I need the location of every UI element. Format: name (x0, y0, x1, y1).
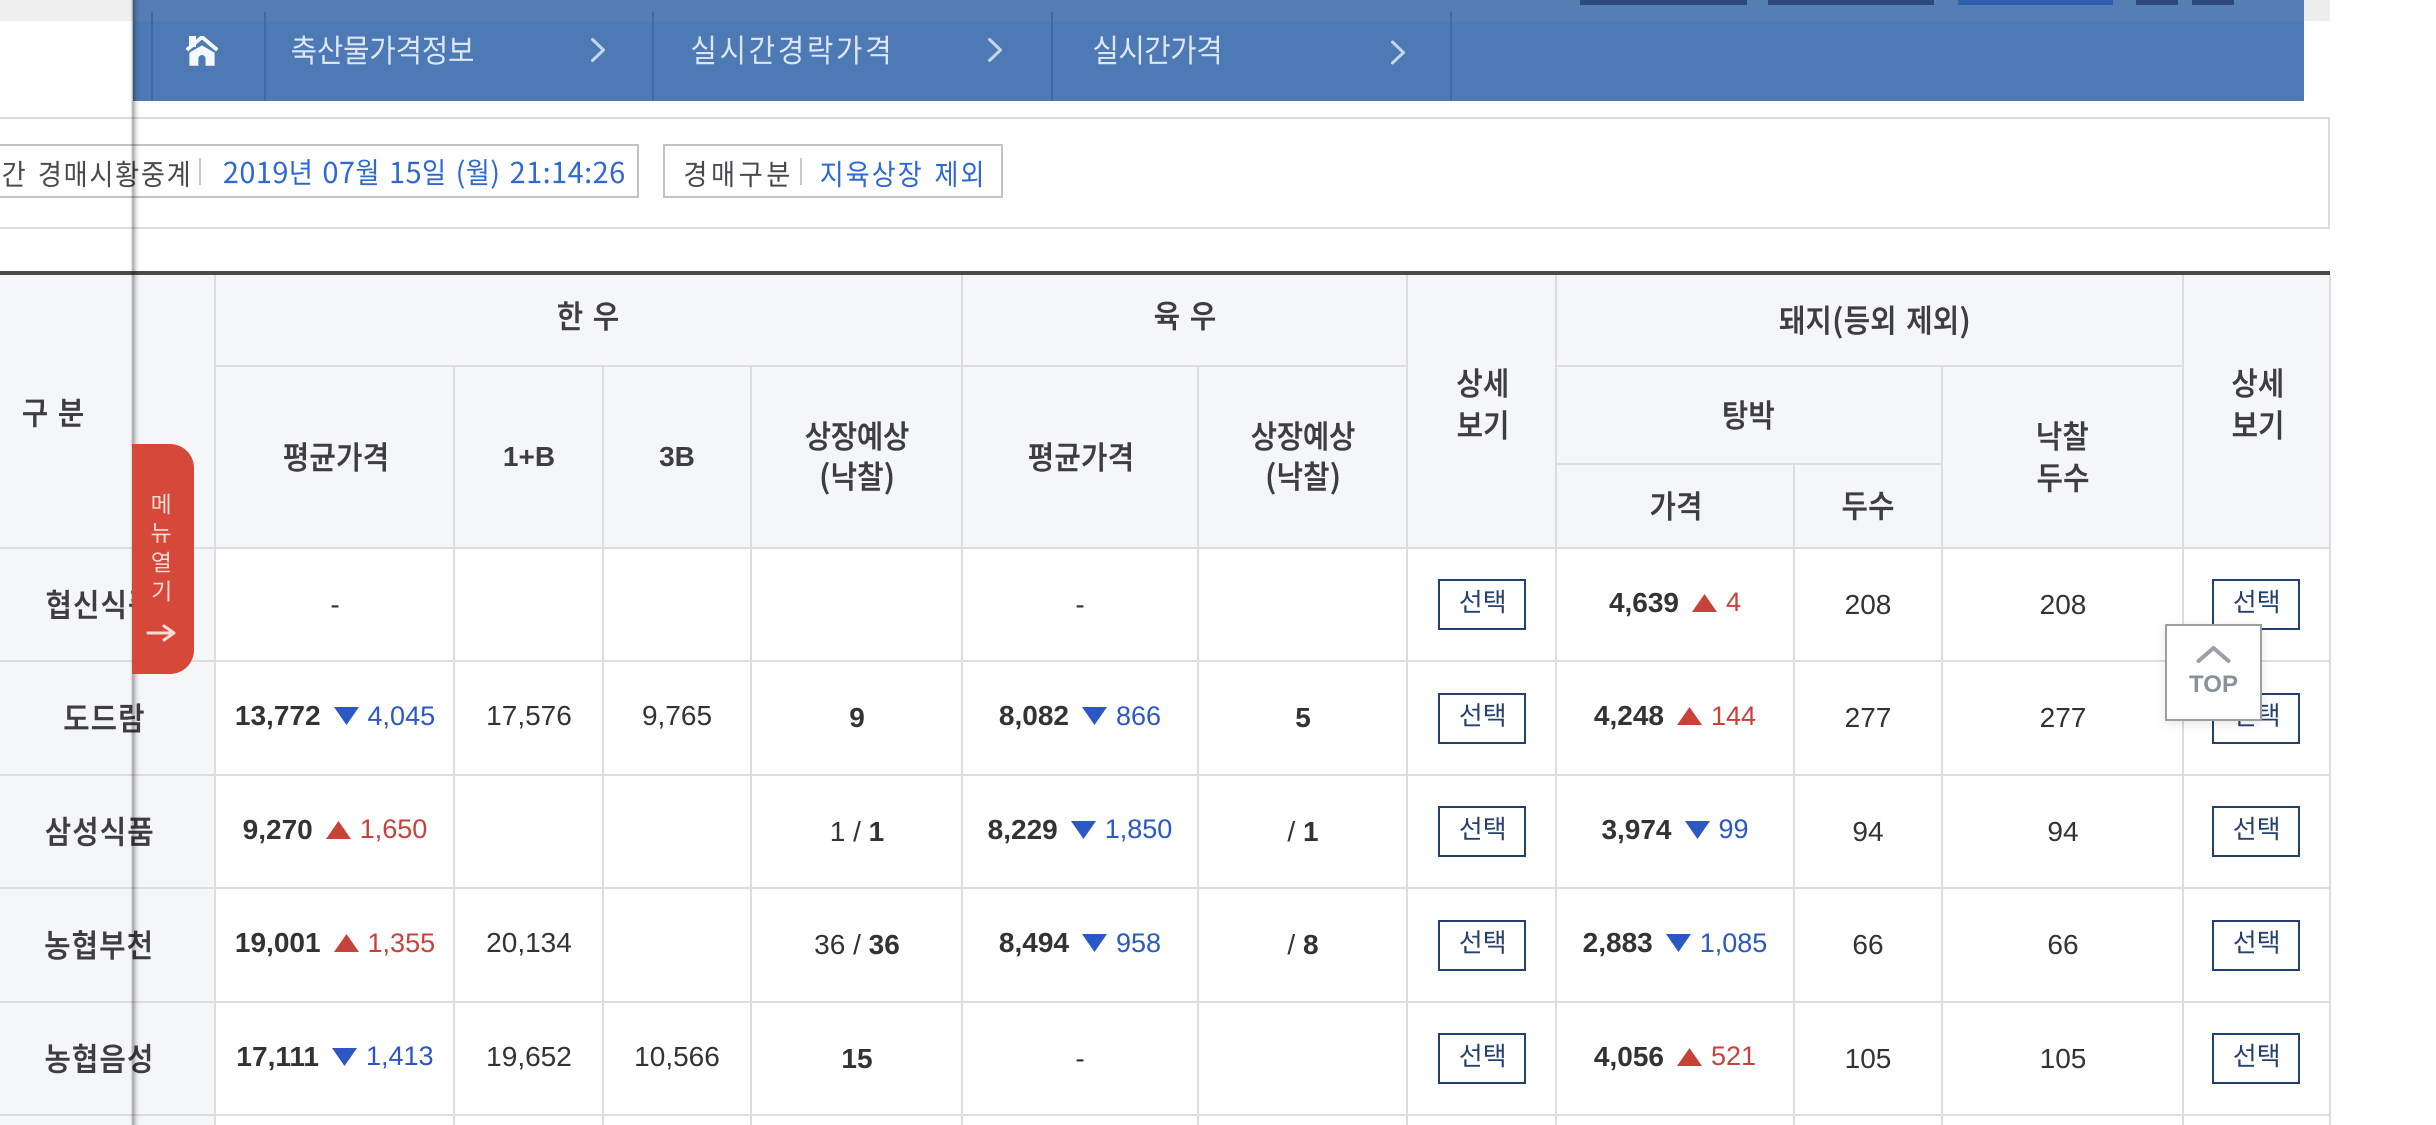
svg-text:TOP: TOP (2189, 671, 2238, 698)
